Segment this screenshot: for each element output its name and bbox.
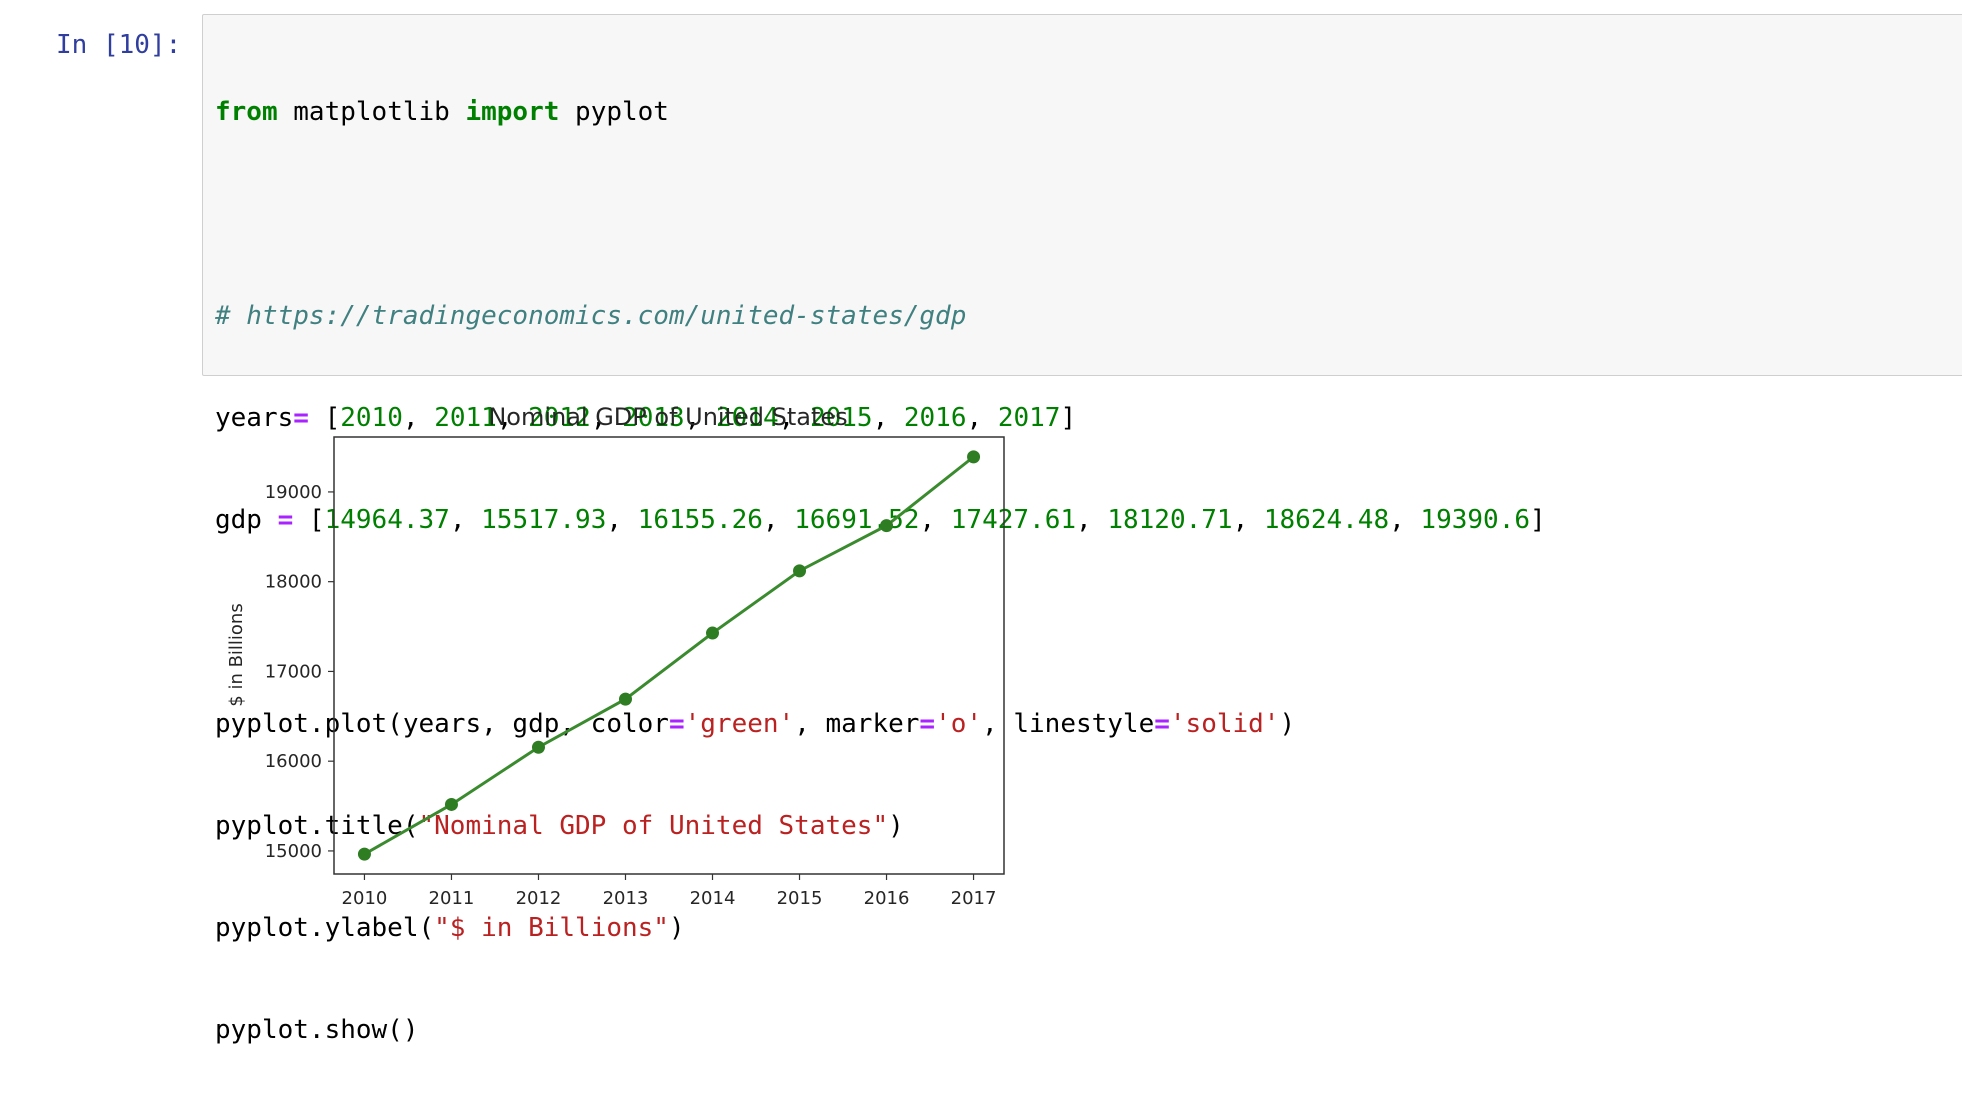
code-comment: # https://tradingeconomics.com/united-st… bbox=[215, 301, 967, 331]
series-gdp bbox=[357, 450, 981, 861]
year-value: 2016 bbox=[903, 403, 967, 433]
assign-op: = bbox=[293, 403, 309, 433]
code-line-comment: # https://tradingeconomics.com/united-st… bbox=[215, 299, 1546, 333]
gdp-value: 17427.61 bbox=[950, 505, 1077, 535]
year-value: 2012 bbox=[528, 403, 591, 433]
code-line-show: pyplot.show() bbox=[215, 1015, 419, 1045]
data-point bbox=[618, 692, 632, 706]
code-cell-input[interactable]: from matplotlib import pyplot # https://… bbox=[202, 14, 1962, 1045]
cell-output: Nominal GDP of United States $ in Billio… bbox=[202, 392, 1022, 946]
data-point bbox=[531, 740, 545, 754]
x-tick-label: 2010 bbox=[342, 888, 388, 909]
code-line-years: years= [2010, 2011, 2012, 2013, 2014, 20… bbox=[215, 403, 1077, 433]
code-editor[interactable]: from matplotlib import pyplot # https://… bbox=[215, 27, 1546, 1115]
years-var: years bbox=[215, 403, 294, 433]
data-point bbox=[880, 519, 894, 533]
cell-prompt: In [10]: bbox=[56, 30, 182, 60]
gdp-value: 15517.93 bbox=[481, 505, 607, 535]
x-tick-label: 2011 bbox=[429, 888, 475, 909]
code-line-plot: pyplot.plot(years, gdp, color='green', m… bbox=[215, 709, 1296, 739]
year-value: 2010 bbox=[340, 403, 403, 433]
data-point bbox=[793, 564, 807, 578]
data-point bbox=[357, 847, 371, 861]
chart-title: Nominal GDP of United States bbox=[488, 403, 847, 431]
year-value: 2011 bbox=[434, 403, 497, 433]
y-tick-label: 17000 bbox=[265, 661, 322, 682]
assign-op: = bbox=[277, 505, 294, 535]
module-name: matplotlib bbox=[277, 97, 466, 127]
y-axis-label: $ in Billions bbox=[226, 603, 247, 706]
gdp-value: 16155.26 bbox=[637, 505, 763, 535]
plot-frame bbox=[333, 436, 1005, 875]
gdp-value: 18120.71 bbox=[1107, 505, 1233, 535]
x-tick-label: 2014 bbox=[690, 888, 736, 909]
y-tick-label: 18000 bbox=[265, 572, 322, 593]
gdp-var: gdp bbox=[215, 505, 262, 535]
x-tick-label: 2016 bbox=[864, 888, 910, 909]
x-tick-label: 2017 bbox=[951, 888, 997, 909]
year-value: 2017 bbox=[997, 403, 1061, 433]
year-value: 2015 bbox=[809, 403, 873, 433]
keyword-from: from bbox=[215, 97, 278, 127]
y-tick-label: 19000 bbox=[265, 482, 322, 503]
x-tick-label: 2013 bbox=[603, 888, 649, 909]
gdp-value: 19390.6 bbox=[1420, 505, 1530, 535]
data-point bbox=[967, 450, 981, 464]
data-point bbox=[706, 626, 720, 640]
years-values: 2010, 2011, 2012, 2013, 2014, 2015, 2016… bbox=[340, 403, 1061, 433]
gdp-line-chart: Nominal GDP of United States $ in Billio… bbox=[226, 403, 1005, 909]
year-value: 2014 bbox=[716, 403, 779, 433]
gdp-value: 14964.37 bbox=[324, 505, 450, 535]
series-line bbox=[363, 455, 975, 856]
gdp-value: 18624.48 bbox=[1263, 505, 1390, 535]
y-tick-label: 15000 bbox=[265, 841, 322, 862]
code-line-ylabel: pyplot.ylabel("$ in Billions") bbox=[215, 913, 685, 943]
data-point bbox=[444, 797, 458, 811]
import-name: pyplot bbox=[559, 97, 669, 127]
x-tick-label: 2012 bbox=[516, 888, 562, 909]
gdp-values: 14964.37, 15517.93, 16155.26, 16691.52, … bbox=[324, 505, 1530, 535]
x-tick-label: 2015 bbox=[777, 888, 823, 909]
x-axis: 2010 2011 2012 2013 2014 2015 2016 2017 bbox=[342, 874, 997, 909]
code-line-gdp: gdp = [14964.37, 15517.93, 16155.26, 166… bbox=[215, 505, 1546, 535]
y-axis: 15000 16000 17000 18000 19000 bbox=[265, 482, 334, 862]
gdp-value: 16691.52 bbox=[794, 505, 920, 535]
code-line-import: from matplotlib import pyplot bbox=[215, 95, 1546, 129]
code-line-blank bbox=[215, 197, 1546, 231]
y-tick-label: 16000 bbox=[265, 751, 322, 772]
year-value: 2013 bbox=[622, 403, 685, 433]
code-line-title: pyplot.title("Nominal GDP of United Stat… bbox=[215, 811, 904, 841]
keyword-import: import bbox=[465, 97, 560, 127]
